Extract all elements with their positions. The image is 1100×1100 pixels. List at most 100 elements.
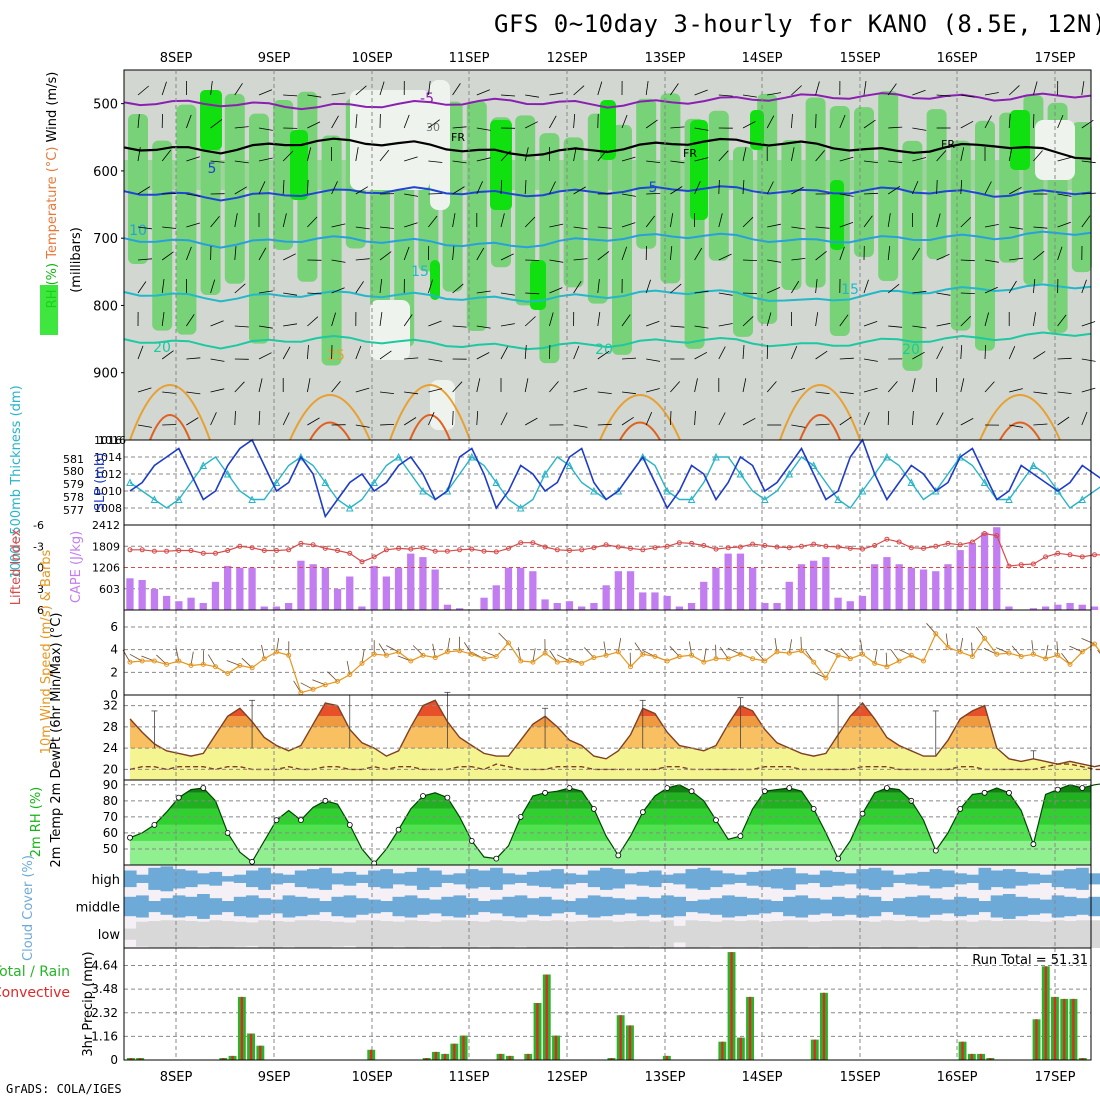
precip-tick-label: 2.32	[91, 1006, 118, 1020]
wind-barb	[452, 186, 465, 195]
temp-tick-label: 32	[103, 699, 118, 713]
wind10m-point	[542, 650, 548, 656]
pressure-ylabel-unit-part: (millibars)	[69, 227, 84, 293]
cloud-cell-high	[941, 870, 955, 888]
wind-barb	[500, 150, 511, 162]
li-point	[335, 548, 340, 553]
cloud-cell-high	[1063, 869, 1077, 889]
cape-bar	[858, 595, 867, 610]
rh-dry-patch	[350, 90, 430, 190]
precip-conv-bar	[1053, 996, 1057, 1060]
cloud-cell-high	[1051, 870, 1065, 888]
cape-bar	[517, 567, 525, 610]
wind-tick-label: 0	[110, 688, 118, 702]
cloud-cell-high	[734, 874, 747, 883]
wind-barb	[186, 114, 192, 129]
cloud-cell-high	[477, 870, 491, 888]
li-point	[383, 547, 389, 553]
wind-barb	[428, 81, 431, 96]
wind-barb	[912, 247, 921, 261]
cloud-cell-high	[770, 869, 784, 889]
wind-barb	[161, 279, 165, 294]
wind-barb	[863, 215, 873, 228]
cloud-cell-low	[392, 921, 406, 947]
wind-barb	[1033, 226, 1048, 229]
wind-barb	[1057, 314, 1067, 327]
wind-barb	[161, 312, 165, 327]
slp-tick-label: 1016	[94, 434, 122, 447]
wind-barb	[403, 114, 410, 129]
thickness-point	[809, 461, 818, 469]
cloud-cell-high	[453, 873, 467, 885]
cloud-cell-low	[954, 920, 967, 948]
pressure-ylabel-part: Wind (m/s)	[45, 72, 60, 143]
wind10m-point	[1079, 649, 1085, 655]
wind-barb	[549, 223, 564, 228]
wind-barb	[234, 213, 238, 228]
wind-barb	[839, 391, 854, 395]
rh2m-point	[346, 822, 353, 828]
thickness-tick-label: 580	[63, 465, 84, 478]
precip-legend-conv: Convective	[0, 985, 70, 1001]
wind-barb	[428, 412, 435, 426]
cloud-cell-middle	[746, 898, 760, 915]
cloud-cell-middle	[453, 895, 467, 918]
li-point	[847, 545, 853, 551]
cape-bar	[236, 567, 244, 610]
wind-barb	[549, 381, 559, 393]
wind-barb	[767, 259, 782, 263]
rh-dry-patch	[370, 300, 410, 360]
cloud-cell-high	[502, 873, 516, 885]
wind-barb	[887, 83, 897, 96]
precip-tick-label: 4.64	[91, 959, 118, 973]
wind-barb	[1081, 321, 1096, 327]
rh2m-point	[175, 794, 182, 801]
bottom-date-label: 11SEP	[449, 1070, 490, 1085]
wind-barb	[766, 312, 772, 327]
cloud-cell-high	[246, 870, 259, 888]
thickness-point	[761, 495, 769, 503]
li-point	[322, 545, 328, 551]
cloud-cell-middle	[832, 896, 845, 917]
wind-barb	[670, 160, 685, 164]
wind-barb	[573, 85, 585, 96]
wind-barb	[815, 226, 830, 229]
cloud-row-label: low	[98, 928, 121, 943]
wind-barb	[331, 181, 338, 195]
cloud-cell-middle	[307, 898, 320, 915]
cloud-cell-middle	[343, 895, 357, 918]
wind-barb	[936, 94, 951, 97]
isotherm-25-loop	[289, 394, 371, 441]
wind10m-point	[127, 659, 133, 665]
wind-barb	[452, 83, 461, 96]
wind-barb	[1057, 157, 1072, 162]
rh-high-patch	[430, 260, 440, 300]
cape-bar	[297, 560, 305, 610]
cape-bar	[1090, 606, 1099, 610]
wind-barb	[573, 280, 582, 294]
wind-barb	[258, 247, 267, 261]
cloud-cell-middle	[868, 896, 882, 917]
pressure-tick-label: 500	[93, 98, 118, 113]
wind-barb	[234, 186, 248, 195]
cloud-cell-low	[307, 920, 320, 948]
cloud-cell-low	[783, 920, 796, 948]
wind-barb	[379, 149, 390, 162]
cape-bar	[883, 557, 891, 610]
wind-barb	[525, 94, 540, 98]
li-point	[823, 543, 829, 549]
rh2m-point	[688, 788, 695, 795]
cloud-cell-low	[368, 920, 381, 948]
wind-barb	[815, 81, 820, 96]
rh2m-point	[542, 789, 548, 796]
cloud-cell-middle	[624, 899, 638, 914]
cape-bar	[138, 580, 146, 610]
wind-barb	[186, 156, 200, 162]
wind-barb	[912, 325, 927, 329]
wind-barb	[161, 350, 174, 360]
precip-conv-bar	[610, 1058, 613, 1060]
cape-bar	[639, 592, 647, 610]
cloud-cell-low	[648, 921, 662, 947]
wind-barb	[573, 113, 576, 129]
wind-barb	[718, 323, 733, 327]
